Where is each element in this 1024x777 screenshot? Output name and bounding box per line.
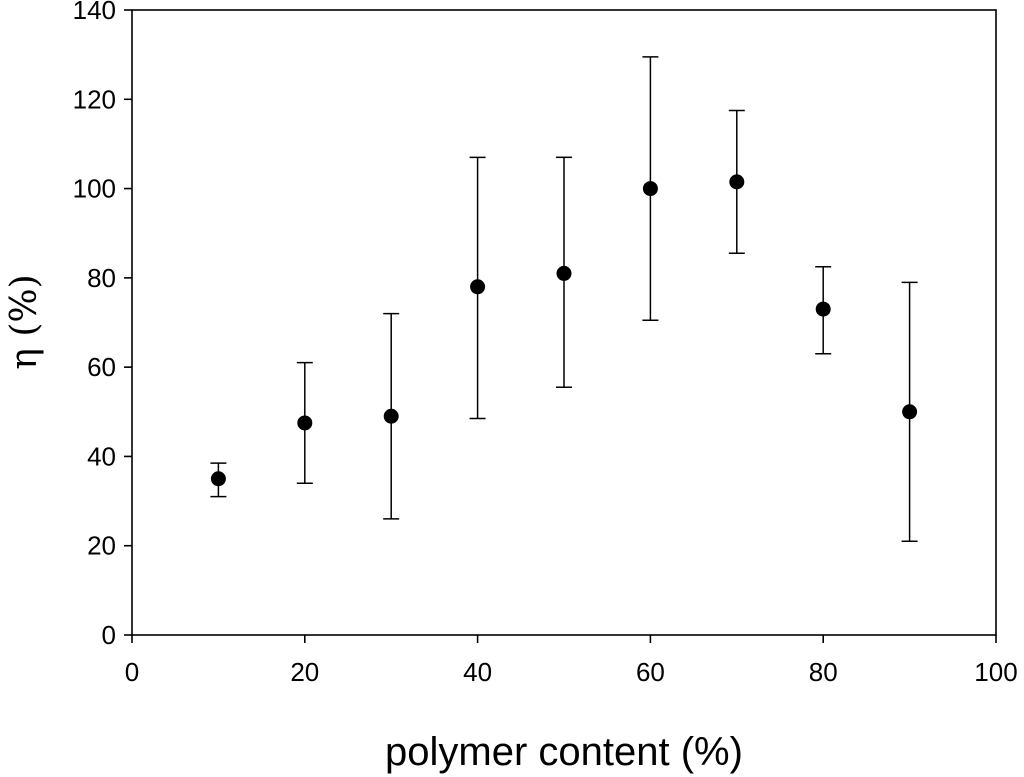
x-axis-title: polymer content (%) [385, 730, 743, 774]
x-tick-label: 40 [463, 657, 492, 687]
y-tick-label: 80 [87, 263, 116, 293]
x-tick-label: 100 [974, 657, 1017, 687]
y-tick-label: 40 [87, 441, 116, 471]
data-point [470, 279, 486, 295]
x-tick-label: 0 [125, 657, 139, 687]
data-point [297, 415, 313, 431]
data-point [729, 174, 745, 190]
y-tick-label: 60 [87, 352, 116, 382]
data-point [556, 265, 572, 281]
tick-labels: 0 20 40 60 80 100 0 20 40 60 80 100 120 140 [73, 0, 1018, 687]
data-point [642, 181, 658, 197]
y-tick-label: 0 [102, 620, 116, 650]
axis-ticks [124, 9, 997, 643]
y-axis-title: η (%) [4, 274, 45, 369]
y-tick-label: 20 [87, 531, 116, 561]
y-tick-label: 100 [73, 174, 116, 204]
data-point [383, 408, 399, 424]
y-tick-label: 120 [73, 84, 116, 114]
x-tick-label: 60 [636, 657, 665, 687]
data-point [815, 301, 831, 317]
error-bars [210, 56, 918, 542]
x-tick-label: 20 [290, 657, 319, 687]
plot-frame [131, 9, 997, 636]
y-tick-label: 140 [73, 0, 116, 25]
x-tick-label: 80 [809, 657, 838, 687]
data-point [902, 404, 918, 420]
data-points [210, 174, 918, 487]
data-point [210, 471, 226, 487]
